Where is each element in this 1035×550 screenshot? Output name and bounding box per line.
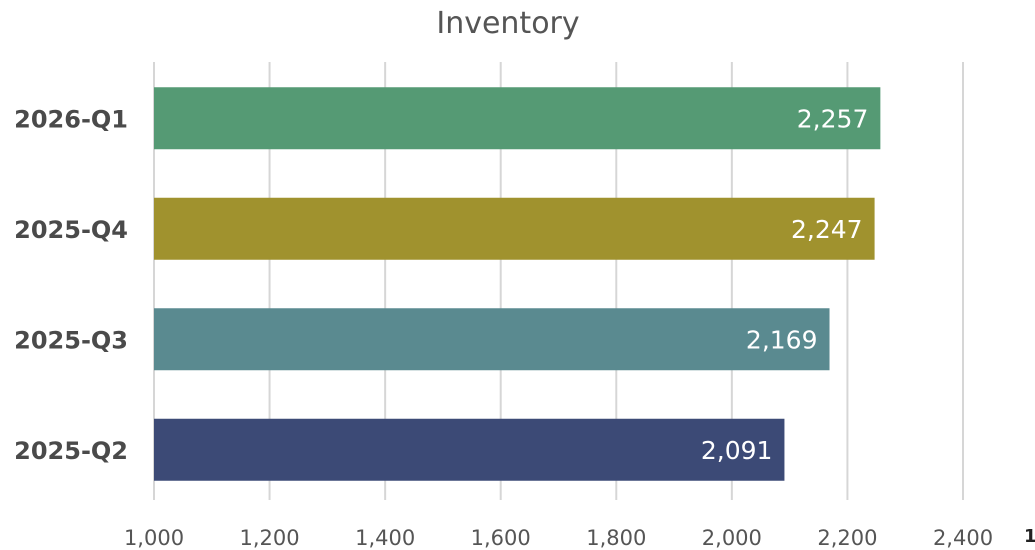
clipped-tick-label: 1 <box>1024 526 1035 547</box>
x-tick-label: 1,200 <box>240 526 300 550</box>
x-tick-label: 2,400 <box>933 526 993 550</box>
x-tick-label: 1,400 <box>355 526 415 550</box>
x-tick-label: 2,200 <box>817 526 877 550</box>
bar-value-label: 2,247 <box>791 215 863 244</box>
category-labels: 2026-Q1 2025-Q4 2025-Q3 2025-Q2 <box>14 105 128 465</box>
x-axis-tick-labels: 1,000 1,200 1,400 1,600 1,800 2,000 2,200 2,400 <box>124 526 993 550</box>
bar-value-label: 2,091 <box>701 436 773 465</box>
x-tick-label: 2,000 <box>702 526 762 550</box>
x-tick-label: 1,800 <box>586 526 646 550</box>
x-tick-label: 1,600 <box>471 526 531 550</box>
bar <box>154 418 785 481</box>
bar-value-label: 2,169 <box>746 325 818 354</box>
chart-title: Inventory <box>436 6 579 41</box>
bar-value-label: 2,257 <box>797 104 869 133</box>
category-label: 2025-Q3 <box>14 326 128 354</box>
bar <box>154 308 830 371</box>
category-label: 2025-Q4 <box>14 216 128 244</box>
bar <box>154 87 881 150</box>
bar <box>154 197 875 260</box>
x-tick-label: 1,000 <box>124 526 184 550</box>
bars: 2,257 2,247 2,169 2,091 <box>154 87 881 481</box>
category-label: 2026-Q1 <box>14 105 128 133</box>
category-label: 2025-Q2 <box>14 437 128 465</box>
